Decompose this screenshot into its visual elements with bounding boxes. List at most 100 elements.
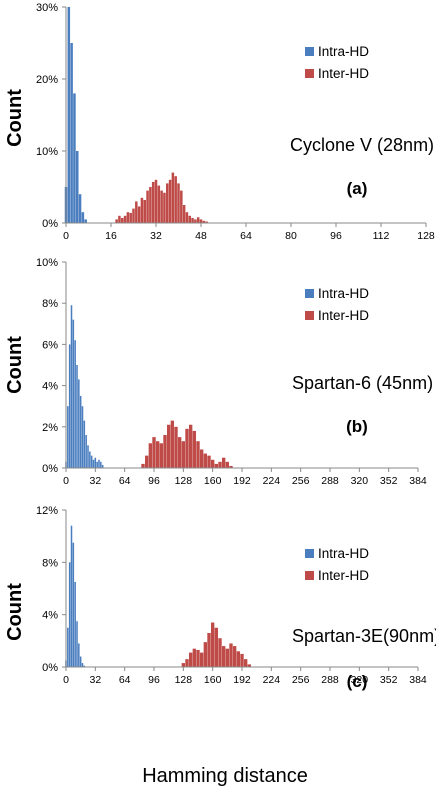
- bar-inter-hd: [146, 190, 149, 223]
- bar-inter-hd: [163, 435, 167, 468]
- x-tick-label: 160: [204, 674, 222, 686]
- bar-inter-hd: [236, 651, 241, 667]
- bar-inter-hd: [196, 441, 200, 468]
- bar-inter-hd: [203, 453, 208, 468]
- bar-inter-hd: [203, 642, 208, 667]
- bar-inter-hd: [168, 179, 172, 223]
- bar-intra-hd: [70, 525, 73, 667]
- x-tick-label: 128: [175, 475, 193, 487]
- bar-inter-hd: [243, 659, 248, 667]
- bar-intra-hd: [81, 406, 84, 468]
- x-tick-label: 112: [373, 230, 390, 242]
- x-tick-label: 256: [292, 475, 310, 487]
- legend-swatch: [305, 47, 314, 56]
- y-tick-label: 4%: [42, 381, 58, 393]
- bar-inter-hd: [199, 652, 204, 667]
- bar-inter-hd: [163, 192, 166, 223]
- bar-inter-hd: [155, 441, 160, 468]
- bar-inter-hd: [177, 437, 182, 468]
- bar-inter-hd: [120, 217, 124, 223]
- bar-inter-hd: [115, 219, 118, 223]
- bar-intra-hd: [79, 395, 82, 468]
- bar-inter-hd: [182, 205, 186, 223]
- x-tick-label: 160: [204, 475, 222, 487]
- bar-inter-hd: [140, 197, 144, 223]
- x-tick-label: 0: [63, 230, 69, 242]
- bar-inter-hd: [154, 179, 158, 223]
- bar-inter-hd: [207, 632, 211, 667]
- bar-inter-hd: [148, 443, 153, 468]
- bar-inter-hd: [225, 648, 230, 667]
- x-tick-label: 352: [380, 475, 398, 487]
- bar-inter-hd: [192, 648, 197, 667]
- chart-panel-2: 0% 2% 4% 6% 8% 10% 0 32 64 96 128 160 192 224 256 288 32…: [4, 257, 433, 487]
- bar-inter-hd: [185, 428, 189, 468]
- x-tick-label: 0: [63, 674, 69, 686]
- bar-inter-hd: [199, 449, 204, 468]
- legend-entry: Inter-HD: [318, 66, 369, 81]
- panel-label: (a): [347, 179, 368, 198]
- bar-intra-hd: [72, 319, 75, 468]
- legend-swatch: [305, 311, 314, 320]
- bar-inter-hd: [165, 183, 169, 223]
- y-tick-label: 30%: [36, 2, 58, 14]
- y-tick-label: 0%: [42, 662, 58, 674]
- x-tick-label: 384: [409, 475, 427, 487]
- bar-intra-hd: [94, 457, 97, 468]
- bar-inter-hd: [196, 217, 200, 223]
- x-tick-label: 80: [285, 230, 297, 242]
- bar-inter-hd: [118, 215, 121, 223]
- x-tick-label: 64: [119, 674, 131, 686]
- bar-inter-hd: [214, 627, 219, 667]
- bar-intra-hd: [76, 621, 78, 667]
- bar-inter-hd: [199, 219, 203, 223]
- bar-inter-hd: [174, 426, 178, 468]
- bar-inter-hd: [177, 183, 180, 223]
- bar-inter-hd: [151, 181, 155, 223]
- bar-inter-hd: [123, 215, 127, 223]
- bar-intra-hd: [100, 461, 102, 468]
- bar-inter-hd: [210, 622, 215, 667]
- bar-intra-hd: [70, 43, 73, 223]
- x-tick-label: 224: [263, 475, 281, 487]
- x-tick-label: 0: [63, 475, 69, 487]
- x-tick-label: 128: [175, 674, 193, 686]
- bar-inter-hd: [240, 653, 244, 667]
- bar-intra-hd: [67, 406, 69, 468]
- chart-title: Cyclone V (28nm): [290, 135, 434, 155]
- bar-intra-hd: [67, 627, 69, 667]
- bar-inter-hd: [229, 643, 233, 667]
- bar-inter-hd: [225, 461, 230, 468]
- legend-swatch: [305, 69, 314, 78]
- bar-inter-hd: [188, 652, 193, 667]
- x-tick-label: 224: [263, 674, 281, 686]
- bar-inter-hd: [157, 185, 161, 223]
- bar-inter-hd: [194, 219, 197, 223]
- x-tick-label: 288: [321, 475, 339, 487]
- bar-inter-hd: [135, 201, 138, 223]
- x-tick-label: 192: [233, 674, 251, 686]
- x-tick-label: 64: [119, 475, 131, 487]
- bar-inter-hd: [247, 664, 252, 667]
- bar-inter-hd: [180, 190, 183, 223]
- x-tick-label: 288: [321, 674, 339, 686]
- bar-inter-hd: [170, 420, 175, 468]
- bar-inter-hd: [185, 212, 189, 223]
- panel-label: (c): [347, 672, 368, 691]
- bar-inter-hd: [126, 212, 130, 223]
- bar-intra-hd: [75, 151, 79, 223]
- bar-intra-hd: [101, 464, 104, 468]
- y-tick-label: 6%: [42, 339, 58, 351]
- bar-inter-hd: [160, 190, 163, 223]
- bar-inter-hd: [141, 463, 145, 468]
- bar-inter-hd: [143, 199, 146, 223]
- bar-inter-hd: [174, 176, 177, 223]
- x-tick-label: 32: [89, 475, 101, 487]
- bar-inter-hd: [181, 441, 186, 468]
- bar-inter-hd: [218, 638, 222, 667]
- bar-intra-hd: [74, 340, 76, 468]
- chart-panel-3: 0% 4% 8% 12% 0 32 64 96 128 160 192 224 256 288 320 352…: [4, 505, 436, 691]
- y-tick-label: 8%: [42, 298, 58, 310]
- x-tick-label: 96: [330, 230, 342, 242]
- bar-inter-hd: [188, 424, 193, 468]
